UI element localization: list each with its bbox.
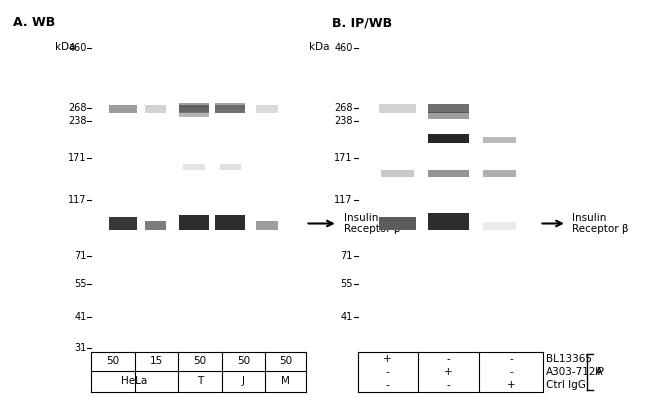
Text: 460: 460 <box>335 43 353 53</box>
Bar <box>380 217 416 230</box>
Bar <box>179 214 209 230</box>
Bar <box>215 104 246 109</box>
Bar <box>215 105 246 112</box>
Text: 171: 171 <box>68 153 86 163</box>
Text: 41: 41 <box>341 312 353 322</box>
Bar <box>428 170 469 177</box>
Text: 50: 50 <box>279 356 292 366</box>
Text: 50: 50 <box>237 356 250 366</box>
Bar <box>380 104 416 112</box>
Text: -: - <box>386 367 389 377</box>
Text: J: J <box>242 376 245 386</box>
Bar <box>381 170 414 177</box>
Text: kDa: kDa <box>309 42 330 52</box>
Text: kDa: kDa <box>55 42 76 52</box>
Text: 71: 71 <box>341 251 353 261</box>
Bar <box>215 214 246 230</box>
Text: HeLa: HeLa <box>122 376 148 386</box>
Bar <box>428 104 469 112</box>
Text: B. IP/WB: B. IP/WB <box>332 16 391 29</box>
Bar <box>144 220 166 230</box>
Text: 15: 15 <box>150 356 163 366</box>
Bar <box>428 112 469 118</box>
Bar <box>483 136 516 142</box>
Text: 31: 31 <box>74 343 86 353</box>
Bar <box>109 217 137 230</box>
Text: 50: 50 <box>193 356 207 366</box>
Text: 238: 238 <box>335 116 353 126</box>
Bar <box>256 105 278 112</box>
Text: -: - <box>509 367 513 377</box>
Bar <box>179 103 209 108</box>
Text: Ctrl IgG: Ctrl IgG <box>546 380 586 390</box>
Text: 55: 55 <box>74 279 86 289</box>
Text: +: + <box>384 354 392 364</box>
Bar <box>483 170 516 177</box>
Text: 117: 117 <box>68 195 86 205</box>
Text: A303-712A: A303-712A <box>546 367 604 377</box>
Bar <box>179 105 209 112</box>
Text: A. WB: A. WB <box>13 16 55 29</box>
Text: 460: 460 <box>68 43 86 53</box>
Text: 268: 268 <box>335 103 353 113</box>
Text: +: + <box>506 380 515 390</box>
Text: 117: 117 <box>335 195 353 205</box>
Text: M: M <box>281 376 290 386</box>
Bar <box>179 112 209 117</box>
Bar <box>183 164 205 170</box>
Text: 171: 171 <box>335 153 353 163</box>
Text: 41: 41 <box>74 312 86 322</box>
Text: +: + <box>444 367 453 377</box>
Text: -: - <box>386 380 389 390</box>
Text: -: - <box>509 354 513 364</box>
Bar <box>428 213 469 230</box>
Text: 50: 50 <box>106 356 120 366</box>
Text: Insulin
Receptor β: Insulin Receptor β <box>572 213 629 234</box>
Text: 71: 71 <box>74 251 86 261</box>
Text: Insulin
Receptor β: Insulin Receptor β <box>344 213 400 234</box>
Text: BL13365: BL13365 <box>546 354 592 364</box>
Text: -: - <box>447 380 450 390</box>
Bar <box>256 221 278 230</box>
Text: 268: 268 <box>68 103 86 113</box>
Bar <box>483 222 516 230</box>
Text: -: - <box>447 354 450 364</box>
Text: 238: 238 <box>68 116 86 126</box>
Bar <box>428 134 469 142</box>
Text: 55: 55 <box>341 279 353 289</box>
Text: IP: IP <box>595 367 604 377</box>
Bar <box>144 105 166 112</box>
Text: T: T <box>197 376 203 386</box>
Bar <box>109 105 137 112</box>
Bar <box>220 164 241 170</box>
